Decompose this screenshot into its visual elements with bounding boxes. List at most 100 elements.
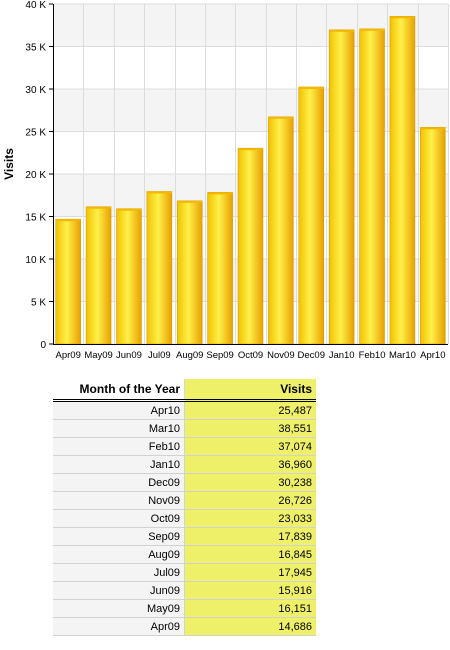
cell-month: Dec09: [53, 473, 185, 492]
cell-visits: 30,238: [184, 473, 316, 492]
cell-month: May09: [53, 599, 185, 618]
bar-nov09[interactable]: [268, 116, 294, 345]
bar-cap: [298, 86, 324, 89]
cell-visits: 23,033: [184, 509, 316, 528]
cell-month: Mar10: [53, 419, 185, 438]
cell-month: Jun09: [53, 581, 185, 600]
bar-sep09[interactable]: [207, 192, 233, 345]
table-row: Sep09 17,839: [53, 527, 316, 546]
x-tick-label: Jul09: [148, 350, 171, 361]
table-row: Aug09 16,845: [53, 545, 316, 564]
bar-cap: [238, 148, 263, 151]
cell-visits: 16,151: [184, 599, 316, 618]
x-tick-label: Nov09: [267, 350, 294, 361]
axes: [49, 3, 448, 345]
plot-band: [53, 89, 448, 132]
cell-month: Jan10: [53, 455, 185, 474]
y-tick-labels: 0 5 K 10 K 15 K 20 K 25 K 30 K 35 K 40 K: [25, 0, 46, 351]
y-tick-label: 0: [40, 340, 46, 351]
table-header-row: Month of the Year Visits: [53, 379, 316, 402]
y-axis-title: Visits: [2, 148, 16, 180]
bar-cap: [359, 28, 385, 31]
x-tick-label: Feb10: [359, 350, 386, 361]
bars: [55, 16, 446, 345]
y-tick-label: 35 K: [25, 43, 46, 54]
cell-visits: 26,726: [184, 491, 316, 510]
y-tick-label: 5 K: [31, 298, 46, 309]
x-tick-label: Oct09: [238, 350, 263, 361]
y-tick-label: 15 K: [25, 213, 46, 224]
plot-band: [53, 4, 448, 47]
x-tick-label: Jun09: [116, 350, 142, 361]
x-tick-label: Apr10: [420, 350, 445, 361]
bar-oct09[interactable]: [237, 147, 264, 345]
cell-month: Sep09: [53, 527, 185, 546]
cell-visits: 36,960: [184, 455, 316, 474]
cell-month: Apr10: [53, 400, 185, 420]
cell-month: Oct09: [53, 509, 185, 528]
bar-jul09[interactable]: [146, 191, 173, 345]
table-row: Nov09 26,726: [53, 491, 316, 510]
table-row: Mar10 38,551: [53, 419, 316, 438]
bar-cap: [268, 116, 294, 119]
table-row: Apr09 14,686: [53, 617, 316, 636]
bar-jun09[interactable]: [116, 208, 142, 345]
bar-mar10[interactable]: [389, 16, 416, 345]
x-tick-labels: Apr09 May09 Jun09 Jul09 Aug09 Sep09 Oct09 Nov09…: [56, 350, 446, 361]
bar-cap: [329, 29, 355, 32]
table-row: Jul09 17,945: [53, 563, 316, 582]
data-table: Month of the Year Visits Apr10 25,487 Mar1…: [53, 379, 316, 636]
bar-jan10[interactable]: [328, 29, 355, 345]
bar-cap: [420, 127, 446, 130]
table-row: Apr10 25,487: [53, 400, 316, 420]
table-row: Jun09 15,916: [53, 581, 316, 600]
y-tick-label: 25 K: [25, 128, 46, 139]
bar-cap: [116, 208, 142, 211]
x-tick-label: Aug09: [176, 350, 203, 361]
table-row: Dec09 30,238: [53, 473, 316, 492]
table-body: Apr10 25,487 Mar10 38,551 Feb10 37,074 Jan10 36…: [53, 400, 316, 636]
column-header-visits[interactable]: Visits: [184, 379, 316, 402]
x-tick-label: Apr09: [56, 350, 81, 361]
x-tick-label: Mar10: [389, 350, 416, 361]
table-row: Jan10 36,960: [53, 455, 316, 474]
cell-visits: 14,686: [184, 617, 316, 636]
table-row: May09 16,151: [53, 599, 316, 618]
visits-bar-chart: 05 K10 K15 K20 K25 K30 K35 K40 K Apr09 Ma…: [2, 0, 449, 361]
cell-month: Aug09: [53, 545, 185, 564]
cell-visits: 15,916: [184, 581, 316, 600]
table-row: Feb10 37,074: [53, 437, 316, 456]
bar-feb10[interactable]: [359, 28, 385, 345]
bar-apr09[interactable]: [55, 218, 81, 345]
bar-cap: [86, 206, 112, 209]
x-tick-label: Dec09: [298, 350, 325, 361]
table-row: Oct09 23,033: [53, 509, 316, 528]
y-tick-label: 30 K: [25, 85, 46, 96]
bar-aug09[interactable]: [176, 200, 203, 345]
cell-visits: 17,839: [184, 527, 316, 546]
x-tick-label: Sep09: [206, 350, 233, 361]
bar-cap: [389, 16, 415, 19]
bar-cap: [55, 219, 81, 222]
cell-month: Jul09: [53, 563, 185, 582]
cell-month: Apr09: [53, 617, 185, 636]
y-tick-label: 10 K: [25, 255, 46, 266]
cell-visits: 37,074: [184, 437, 316, 456]
cell-month: Feb10: [53, 437, 185, 456]
bar-cap: [207, 192, 233, 195]
x-tick-label: Jan10: [329, 350, 355, 361]
bar-may09[interactable]: [85, 206, 112, 345]
cell-visits: 38,551: [184, 419, 316, 438]
y-tick-label: 20 K: [25, 170, 46, 181]
cell-visits: 16,845: [184, 545, 316, 564]
bar-apr10[interactable]: [420, 127, 446, 345]
cell-visits: 17,945: [184, 563, 316, 582]
x-tick-label: May09: [84, 350, 113, 361]
column-header-month[interactable]: Month of the Year: [53, 379, 185, 402]
cell-month: Nov09: [53, 491, 185, 510]
y-tick-label: 40 K: [25, 0, 46, 11]
bar-dec09[interactable]: [298, 86, 325, 345]
bar-cap: [177, 200, 203, 203]
bar-cap: [146, 191, 172, 194]
cell-visits: 25,487: [184, 400, 316, 420]
